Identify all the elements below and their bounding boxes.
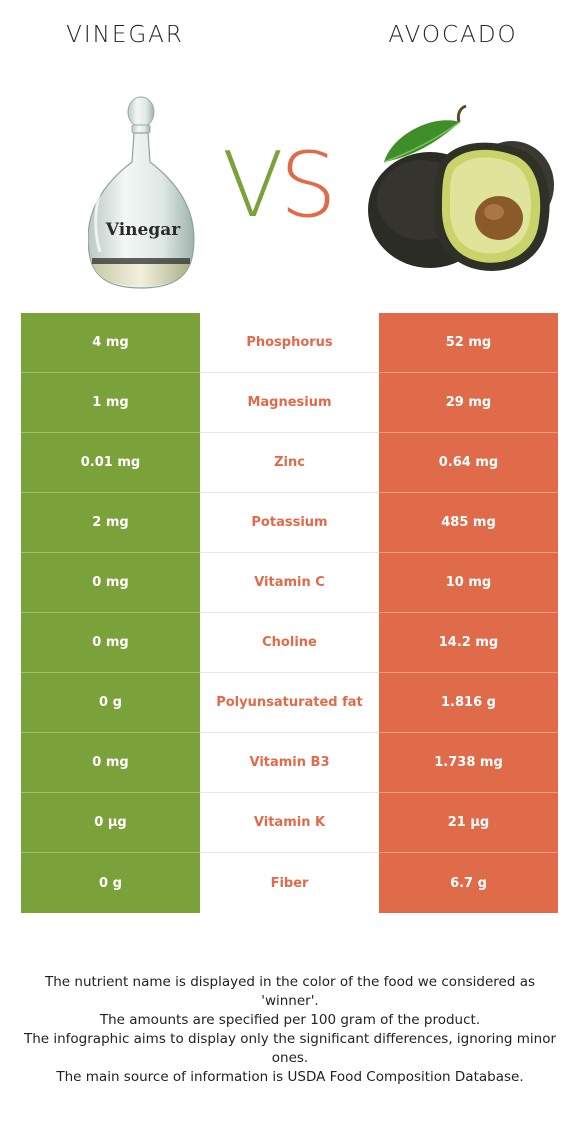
vinegar-value: 0 g bbox=[21, 853, 200, 913]
note-line: The amounts are specified per 100 gram o… bbox=[99, 1012, 481, 1028]
table-row: 0 mg Choline 14.2 mg bbox=[21, 613, 558, 673]
vinegar-value: 1 mg bbox=[21, 373, 200, 433]
table-row: 0 g Fiber 6.7 g bbox=[21, 853, 558, 913]
nutrient-name: Vitamin B3 bbox=[200, 733, 379, 793]
avocado-value: 6.7 g bbox=[379, 853, 558, 913]
vinegar-value: 4 mg bbox=[21, 313, 200, 373]
vinegar-value: 0 mg bbox=[21, 733, 200, 793]
avocado-value: 52 mg bbox=[379, 313, 558, 373]
nutrient-name: Fiber bbox=[200, 853, 379, 913]
avocado-value: 14.2 mg bbox=[379, 613, 558, 673]
avocado-value: 485 mg bbox=[379, 493, 558, 553]
avocado-value: 10 mg bbox=[379, 553, 558, 613]
vinegar-value: 2 mg bbox=[21, 493, 200, 553]
vinegar-value: 0 mg bbox=[21, 553, 200, 613]
vs-s: S bbox=[279, 133, 337, 238]
vinegar-bottle-image: Vinegar bbox=[88, 96, 195, 289]
vs-label: VS bbox=[222, 133, 337, 238]
nutrient-name: Vitamin K bbox=[200, 793, 379, 853]
avocado-value: 0.64 mg bbox=[379, 433, 558, 493]
footnotes: The nutrient name is displayed in the co… bbox=[10, 973, 570, 1087]
avocado-value: 1.738 mg bbox=[379, 733, 558, 793]
bottle-label: Vinegar bbox=[105, 220, 181, 240]
avocado-value: 21 µg bbox=[379, 793, 558, 853]
nutrient-name: Polyunsaturated fat bbox=[200, 673, 379, 733]
vs-v: V bbox=[222, 133, 284, 238]
vinegar-value: 0 µg bbox=[21, 793, 200, 853]
note-line: 'winner'. bbox=[261, 993, 319, 1009]
comparison-table: 4 mg Phosphorus 52 mg 1 mg Magnesium 29 … bbox=[21, 313, 558, 913]
nutrient-name: Magnesium bbox=[200, 373, 379, 433]
vinegar-title: VINEGAR bbox=[66, 22, 184, 48]
nutrient-name: Zinc bbox=[200, 433, 379, 493]
table-row: 0 mg Vitamin B3 1.738 mg bbox=[21, 733, 558, 793]
note-line: The infographic aims to display only the… bbox=[23, 1031, 557, 1047]
note-line: The main source of information is USDA F… bbox=[56, 1069, 524, 1085]
nutrient-name: Choline bbox=[200, 613, 379, 673]
avocado-value: 1.816 g bbox=[379, 673, 558, 733]
vinegar-value: 0 mg bbox=[21, 613, 200, 673]
nutrient-name: Potassium bbox=[200, 493, 379, 553]
avocado-title: AVOCADO bbox=[388, 22, 518, 48]
nutrient-name: Vitamin C bbox=[200, 553, 379, 613]
table-row: 0.01 mg Zinc 0.64 mg bbox=[21, 433, 558, 493]
vinegar-value: 0.01 mg bbox=[21, 433, 200, 493]
table-row: 1 mg Magnesium 29 mg bbox=[21, 373, 558, 433]
table-row: 4 mg Phosphorus 52 mg bbox=[21, 313, 558, 373]
note-line: ones. bbox=[271, 1050, 309, 1066]
avocado-image bbox=[368, 104, 554, 271]
table-row: 0 mg Vitamin C 10 mg bbox=[21, 553, 558, 613]
vinegar-value: 0 g bbox=[21, 673, 200, 733]
avocado-value: 29 mg bbox=[379, 373, 558, 433]
nutrient-name: Phosphorus bbox=[200, 313, 379, 373]
table-row: 0 µg Vitamin K 21 µg bbox=[21, 793, 558, 853]
note-line: The nutrient name is displayed in the co… bbox=[44, 974, 536, 990]
table-row: 2 mg Potassium 485 mg bbox=[21, 493, 558, 553]
table-row: 0 g Polyunsaturated fat 1.816 g bbox=[21, 673, 558, 733]
